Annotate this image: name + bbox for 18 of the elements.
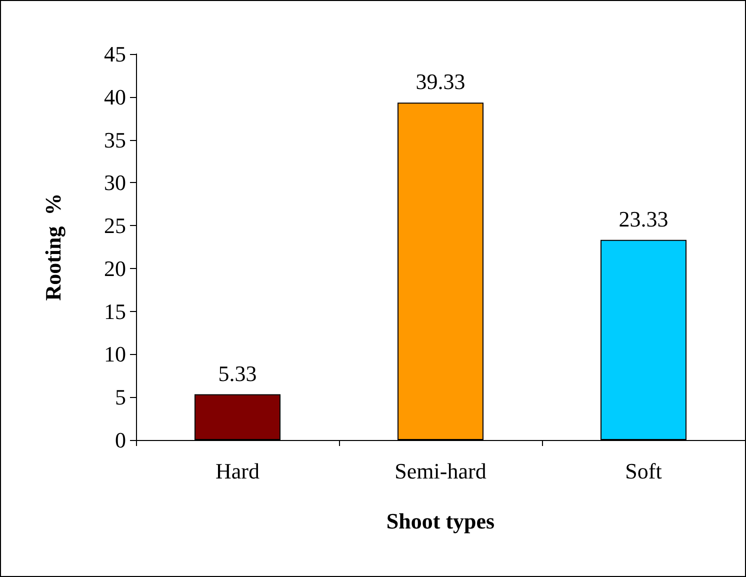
y-tick-label: 40 (104, 84, 126, 110)
y-tick-label: 5 (115, 384, 126, 410)
y-tick-label: 45 (104, 42, 126, 66)
data-label: 23.33 (618, 206, 668, 232)
y-tick-label: 30 (104, 170, 126, 196)
y-tick-label: 10 (104, 342, 126, 367)
x-axis-title: Shoot types (386, 508, 496, 534)
y-tick-label: 35 (104, 127, 126, 152)
data-label: 5.33 (218, 360, 257, 386)
x-tick-label: Semi-hard (394, 458, 486, 484)
y-tick-label: 25 (104, 213, 126, 238)
y-tick-label: 20 (104, 256, 126, 281)
y-axis-title: Rooting % (40, 193, 66, 301)
x-tick-label: Hard (216, 458, 260, 484)
x-tick-label: Soft (625, 458, 662, 484)
data-label: 39.33 (416, 69, 466, 94)
y-tick-label: 0 (115, 428, 126, 452)
y-tick-label: 15 (104, 298, 126, 324)
